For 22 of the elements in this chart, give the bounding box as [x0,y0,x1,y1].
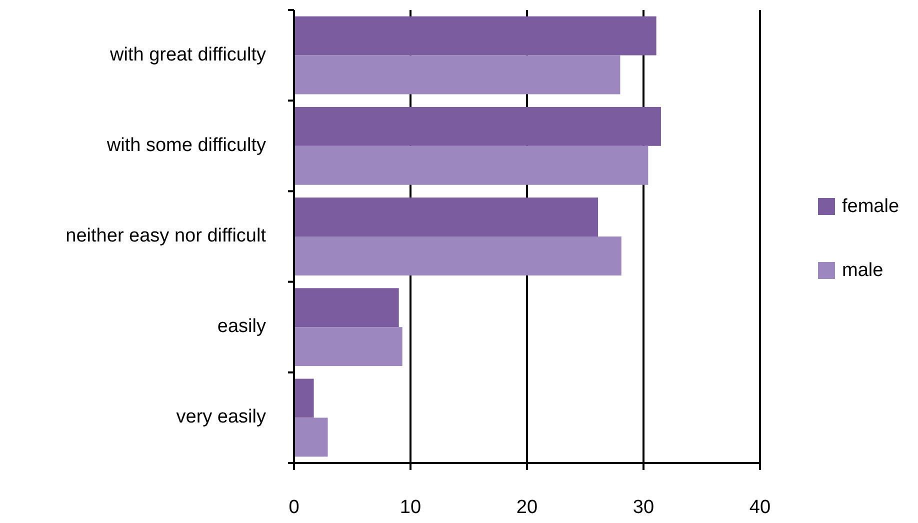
bar [294,16,656,56]
x-tick-label: 20 [516,497,538,518]
bar [294,288,399,328]
bar [294,378,314,418]
x-tick-label: 10 [400,497,422,518]
bar [294,327,402,366]
bar [294,146,648,185]
legend-label: female [842,196,900,218]
y-tick-label: with great difficulty [109,44,266,66]
y-tick-label: neither easy nor difficult [66,226,267,247]
x-tick-label: 0 [288,497,300,518]
legend-label: male [842,260,884,282]
bar [294,55,620,94]
x-tick-label: 40 [749,497,771,518]
bar [294,198,598,236]
x-tick-label: 30 [632,497,654,518]
bar [294,236,622,276]
bar [294,106,661,146]
bar [294,418,328,457]
y-tick-label: very easily [176,406,266,428]
y-tick-label: easily [217,316,266,338]
y-tick-label: with some difficulty [106,134,266,156]
